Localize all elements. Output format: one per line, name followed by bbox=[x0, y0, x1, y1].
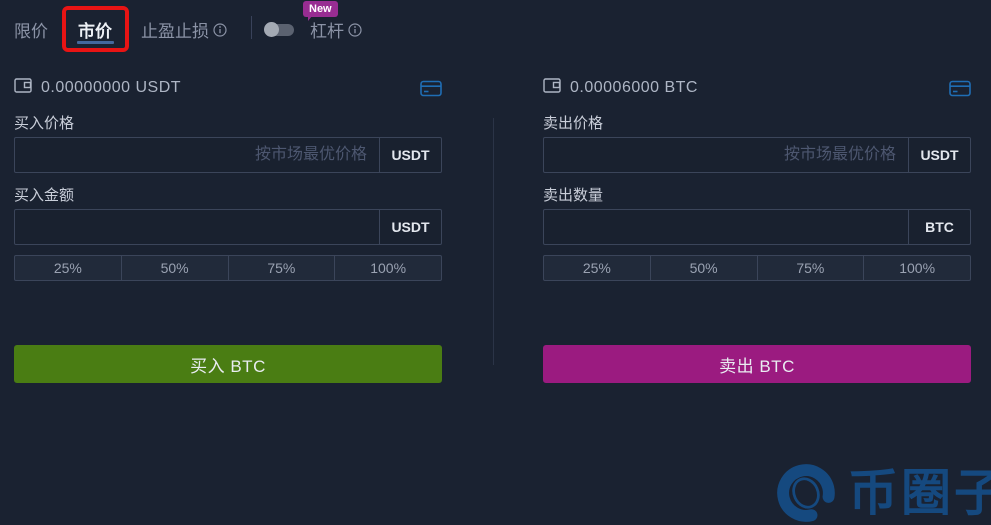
tab-leverage-label: 杠杆 bbox=[310, 22, 344, 41]
sell-price-unit: USDT bbox=[908, 138, 970, 172]
sell-panel: 0.00006000 BTC 卖出价格 USDT 卖出数量 BTC 25% 50… bbox=[543, 76, 971, 386]
sell-btc-button[interactable]: 卖出 BTC bbox=[543, 345, 971, 383]
tabbar-divider bbox=[251, 16, 252, 39]
info-icon[interactable] bbox=[213, 22, 227, 37]
new-feature-badge: New bbox=[303, 1, 338, 21]
panel-divider bbox=[493, 118, 494, 365]
sell-percent-row: 25% 50% 75% 100% bbox=[543, 255, 971, 281]
info-icon[interactable] bbox=[348, 22, 362, 37]
buy-percent-100-button[interactable]: 100% bbox=[334, 256, 441, 280]
badge-tail bbox=[308, 16, 312, 21]
buy-amount-label: 买入金额 bbox=[14, 187, 75, 204]
buy-price-input-group: USDT bbox=[14, 137, 442, 173]
sell-price-input-group: USDT bbox=[543, 137, 971, 173]
wallet-icon bbox=[543, 77, 562, 99]
tab-leverage[interactable]: 杠杆 bbox=[310, 17, 362, 42]
coin-logo-icon bbox=[777, 464, 835, 522]
buy-amount-unit: USDT bbox=[379, 210, 441, 244]
biquanzi-watermark: 币圈子 bbox=[774, 461, 991, 525]
sell-amount-input-group: BTC bbox=[543, 209, 971, 245]
buy-price-label: 买入价格 bbox=[14, 115, 75, 132]
tab-market-label: 市价 bbox=[78, 22, 112, 41]
buy-percent-row: 25% 50% 75% 100% bbox=[14, 255, 442, 281]
buy-percent-50-button[interactable]: 50% bbox=[120, 256, 228, 280]
tab-stop-limit-label: 止盈止损 bbox=[141, 22, 209, 41]
buy-available-balance: 0.00000000 USDT bbox=[41, 79, 182, 96]
sell-amount-input[interactable] bbox=[544, 210, 908, 244]
sell-amount-label: 卖出数量 bbox=[543, 187, 604, 204]
buy-amount-input[interactable] bbox=[15, 210, 379, 244]
buy-balance-row: 0.00000000 USDT bbox=[14, 78, 442, 98]
buy-panel: 0.00000000 USDT 买入价格 USDT 买入金额 USDT 25% … bbox=[14, 76, 442, 386]
leverage-toggle[interactable] bbox=[264, 22, 294, 37]
tab-market-order[interactable]: 市价 bbox=[77, 17, 114, 44]
toggle-knob bbox=[264, 22, 279, 37]
tab-stop-limit[interactable]: 止盈止损 bbox=[141, 17, 227, 42]
active-tab-underline bbox=[77, 41, 114, 44]
tab-limit-order[interactable]: 限价 bbox=[14, 22, 48, 41]
buy-amount-input-group: USDT bbox=[14, 209, 442, 245]
card-transfer-icon[interactable] bbox=[949, 80, 971, 97]
sell-price-input[interactable] bbox=[544, 138, 908, 172]
sell-price-label: 卖出价格 bbox=[543, 115, 604, 132]
watermark-text: 币圈子 bbox=[848, 465, 991, 521]
sell-available-balance: 0.00006000 BTC bbox=[570, 79, 698, 96]
new-badge-label: New bbox=[309, 3, 332, 15]
sell-percent-50-button[interactable]: 50% bbox=[649, 256, 757, 280]
buy-percent-75-button[interactable]: 75% bbox=[227, 256, 335, 280]
card-transfer-icon[interactable] bbox=[420, 80, 442, 97]
wallet-icon bbox=[14, 77, 33, 99]
sell-percent-75-button[interactable]: 75% bbox=[756, 256, 864, 280]
sell-amount-unit: BTC bbox=[908, 210, 970, 244]
buy-btc-button[interactable]: 买入 BTC bbox=[14, 345, 442, 383]
sell-balance-row: 0.00006000 BTC bbox=[543, 78, 971, 98]
buy-price-unit: USDT bbox=[379, 138, 441, 172]
buy-percent-25-button[interactable]: 25% bbox=[53, 260, 82, 276]
sell-percent-100-button[interactable]: 100% bbox=[863, 256, 970, 280]
sell-percent-25-button[interactable]: 25% bbox=[582, 260, 611, 276]
order-type-tabbar: 限价 市价 止盈止损 杠杆 New bbox=[0, 0, 991, 62]
buy-price-input[interactable] bbox=[15, 138, 379, 172]
